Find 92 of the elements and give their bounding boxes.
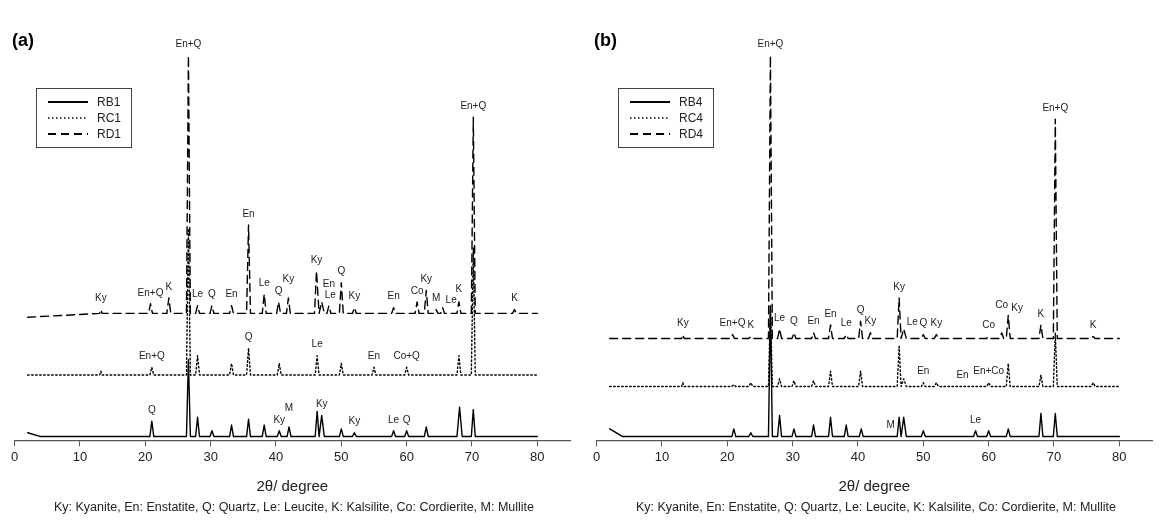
annotation: Q bbox=[244, 330, 253, 342]
annotation: Ky bbox=[677, 317, 689, 329]
annotation: En bbox=[367, 350, 381, 362]
annotation: Le bbox=[192, 288, 204, 300]
annotation: En+Q bbox=[138, 350, 165, 362]
x-tick-label: 10 bbox=[654, 448, 670, 464]
annotation: En bbox=[242, 207, 255, 219]
x-tick-label: 10 bbox=[72, 448, 88, 464]
chart-title: (a) bbox=[12, 29, 34, 50]
annotation: Le bbox=[388, 413, 400, 425]
annotation: En bbox=[807, 315, 820, 327]
x-tick-label: 70 bbox=[1046, 448, 1062, 464]
annotation: En bbox=[225, 288, 238, 300]
annotation: En+Q bbox=[137, 286, 164, 298]
annotation: Ky bbox=[348, 290, 361, 302]
annotation: Q bbox=[919, 317, 928, 329]
annotation: Ky bbox=[282, 272, 295, 284]
annotation: Ky bbox=[420, 273, 433, 285]
annotation: Q bbox=[337, 265, 346, 277]
annotation: Ky bbox=[273, 413, 286, 425]
annotation: Le bbox=[906, 315, 919, 327]
annotation: Ky bbox=[95, 292, 107, 304]
annotation: Le bbox=[311, 338, 324, 350]
x-tick-label: 80 bbox=[1112, 448, 1127, 464]
annotation: En+Q bbox=[719, 317, 746, 329]
legend-label: RC4 bbox=[679, 110, 704, 126]
x-tick-label: 40 bbox=[268, 448, 284, 464]
annotation: K bbox=[747, 319, 755, 331]
x-tick-label: 20 bbox=[720, 448, 735, 464]
legend-label: RB4 bbox=[679, 94, 703, 110]
annotation: En+Q bbox=[1042, 101, 1069, 113]
annotation: M bbox=[284, 401, 294, 413]
annotation: En bbox=[387, 290, 400, 302]
annotation: Co+Q bbox=[393, 350, 421, 362]
annotation: Ky bbox=[348, 415, 361, 427]
annotation: En bbox=[917, 365, 930, 377]
x-tick-label: 50 bbox=[334, 448, 349, 464]
annotation: Q bbox=[208, 288, 217, 300]
annotation: K bbox=[165, 280, 173, 292]
x-tick-label: 60 bbox=[399, 448, 414, 464]
x-tick-label: 20 bbox=[138, 448, 153, 464]
x-tick-label: 40 bbox=[850, 448, 866, 464]
legend-label: RB1 bbox=[97, 94, 121, 110]
annotation: En+Q bbox=[175, 38, 202, 50]
annotation: Co bbox=[982, 319, 996, 331]
x-tick-label: 70 bbox=[464, 448, 480, 464]
x-tick-label: 30 bbox=[785, 448, 800, 464]
annotation: Ky bbox=[315, 398, 328, 410]
x-tick-label: 0 bbox=[593, 448, 601, 464]
x-tick-label: 60 bbox=[981, 448, 996, 464]
annotation: Q bbox=[790, 315, 799, 327]
legend-label: RD1 bbox=[97, 126, 122, 142]
x-axis-title: 2θ/ degree bbox=[256, 477, 329, 495]
annotation: Q bbox=[274, 284, 283, 296]
annotation: En+Co bbox=[973, 365, 1005, 377]
annotation: Le bbox=[774, 311, 786, 323]
x-tick-label: 0 bbox=[11, 448, 19, 464]
annotation: En+Q bbox=[460, 99, 487, 111]
annotation: Le bbox=[258, 276, 271, 288]
legend-label: RC1 bbox=[97, 110, 122, 126]
annotation: K bbox=[1037, 307, 1045, 319]
x-tick-label: 80 bbox=[530, 448, 545, 464]
annotation: Q bbox=[856, 303, 865, 315]
annotation: Ky bbox=[930, 317, 943, 329]
annotation: Q bbox=[402, 413, 411, 425]
chart-title: (b) bbox=[594, 29, 617, 50]
annotation: Co bbox=[410, 284, 424, 296]
text: Ky: Kyanite, En: Enstatite, Q: Quartz, Le: Leucite, K: Kalsilite, Co: Cordierite, M: Mullite bbox=[635, 500, 1117, 514]
annotation: K bbox=[511, 292, 519, 304]
text: Ky: Kyanite, En: Enstatite, Q: Quartz, Le: Leucite, K: Kalsilite, Co: Cordierite, M: Mullite bbox=[53, 500, 535, 514]
annotation: Le bbox=[840, 317, 853, 329]
legend-label: RD4 bbox=[679, 126, 704, 142]
annotation: K bbox=[455, 282, 463, 294]
annotation: En+Q bbox=[757, 38, 784, 50]
annotation: Co bbox=[995, 299, 1009, 311]
annotation: Ky bbox=[893, 280, 905, 292]
x-tick-label: 50 bbox=[916, 448, 931, 464]
x-tick-label: 30 bbox=[203, 448, 218, 464]
annotation: Ky bbox=[310, 253, 323, 265]
annotation: Ky bbox=[1011, 302, 1023, 314]
annotation: Q bbox=[147, 403, 156, 415]
annotation: Le bbox=[970, 413, 982, 425]
annotation: M bbox=[431, 292, 441, 304]
annotation: Ky bbox=[864, 315, 877, 327]
annotation: En bbox=[824, 307, 837, 319]
annotation: En bbox=[956, 369, 969, 381]
annotation: En bbox=[322, 278, 336, 290]
annotation: Le bbox=[445, 294, 458, 306]
annotation: K bbox=[1089, 319, 1097, 331]
annotation: M bbox=[886, 419, 895, 431]
annotation: Le bbox=[324, 288, 337, 300]
x-axis-title: 2θ/ degree bbox=[838, 477, 911, 495]
